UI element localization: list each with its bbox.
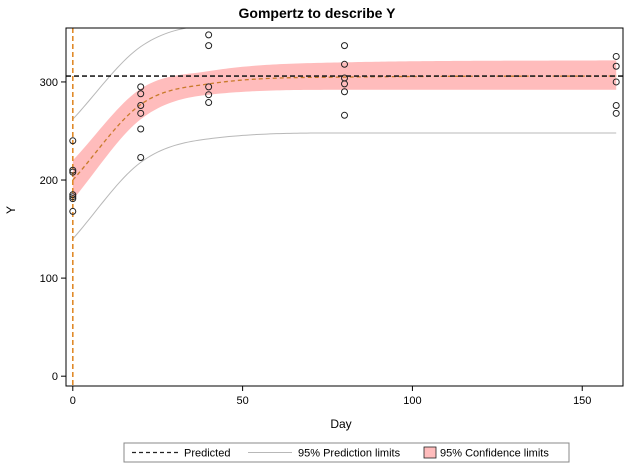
data-point-21 xyxy=(341,80,348,88)
prediction-limit-upper xyxy=(72,28,189,120)
legend: Predicted 95% Prediction limits 95% Conf… xyxy=(123,442,570,463)
data-point-14 xyxy=(205,42,213,50)
data-point-2 xyxy=(69,168,77,176)
legend-confidence-limits-label: 95% Confidence limits xyxy=(440,448,549,460)
x-tick-label-150: 150 xyxy=(573,395,591,407)
confidence-band xyxy=(72,60,617,200)
data-point-11 xyxy=(137,125,145,133)
y-axis-label: Y xyxy=(4,206,18,214)
data-point-15 xyxy=(205,83,213,91)
data-point-24 xyxy=(612,52,620,60)
chart-title: Gompertz to describe Y xyxy=(239,5,397,21)
data-point-25 xyxy=(612,62,620,70)
data-point-26 xyxy=(612,78,620,86)
data-point-23 xyxy=(341,111,348,119)
data-point-16 xyxy=(205,91,213,99)
data-point-4 xyxy=(69,193,77,201)
data-point-7 xyxy=(137,83,145,91)
y-tick-label-200: 200 xyxy=(40,175,58,187)
data-point-9 xyxy=(137,101,145,109)
prediction-limit-lower xyxy=(72,132,617,240)
data-point-13 xyxy=(205,31,213,39)
y-tick-label-100: 100 xyxy=(40,273,58,285)
data-point-18 xyxy=(341,42,348,50)
y-tick-label-0: 0 xyxy=(52,371,58,383)
plot-frame xyxy=(65,27,624,387)
data-point-5 xyxy=(69,195,77,203)
data-point-12 xyxy=(137,153,145,161)
data-point-6 xyxy=(69,207,77,215)
legend-prediction-limits-label: 95% Prediction limits xyxy=(298,448,401,460)
x-axis-label: Day xyxy=(330,417,351,431)
data-point-3 xyxy=(69,191,77,199)
x-tick-label-50: 50 xyxy=(236,395,248,407)
legend-confidence-limits-swatch xyxy=(423,446,437,459)
x-tick-label-0: 0 xyxy=(70,395,76,407)
data-point-8 xyxy=(137,90,145,98)
plot-area: 0 50 100 150 0 100 200 300 xyxy=(40,27,624,407)
data-point-19 xyxy=(341,60,348,68)
data-point-10 xyxy=(137,109,145,117)
data-point-27 xyxy=(612,101,620,109)
data-point-22 xyxy=(341,88,348,96)
data-point-28 xyxy=(612,109,620,117)
legend-frame xyxy=(123,442,570,463)
y-tick-label-300: 300 xyxy=(40,77,58,89)
data-point-1 xyxy=(69,166,77,174)
data-point-17 xyxy=(205,99,213,107)
data-point-0 xyxy=(69,137,77,145)
x-tick-label-100: 100 xyxy=(403,395,421,407)
legend-predicted-label: Predicted xyxy=(184,448,230,460)
